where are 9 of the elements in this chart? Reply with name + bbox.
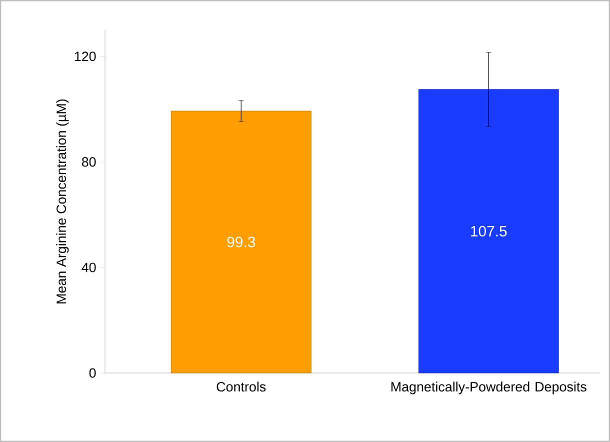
y-tick-label: 80	[82, 157, 96, 167]
x-tick-label: Controls	[216, 382, 266, 392]
data-label: 99.3	[227, 236, 256, 248]
y-tick-label: 40	[82, 262, 96, 272]
y-axis-title: Mean Arginine Concentration (µM)	[56, 99, 69, 304]
data-label: 107.5	[471, 226, 507, 236]
x-tick-label: Magnetically-Powdered Deposits	[391, 382, 586, 394]
y-tick-label: 0	[89, 368, 96, 378]
y-tick-label: 120	[74, 52, 96, 62]
